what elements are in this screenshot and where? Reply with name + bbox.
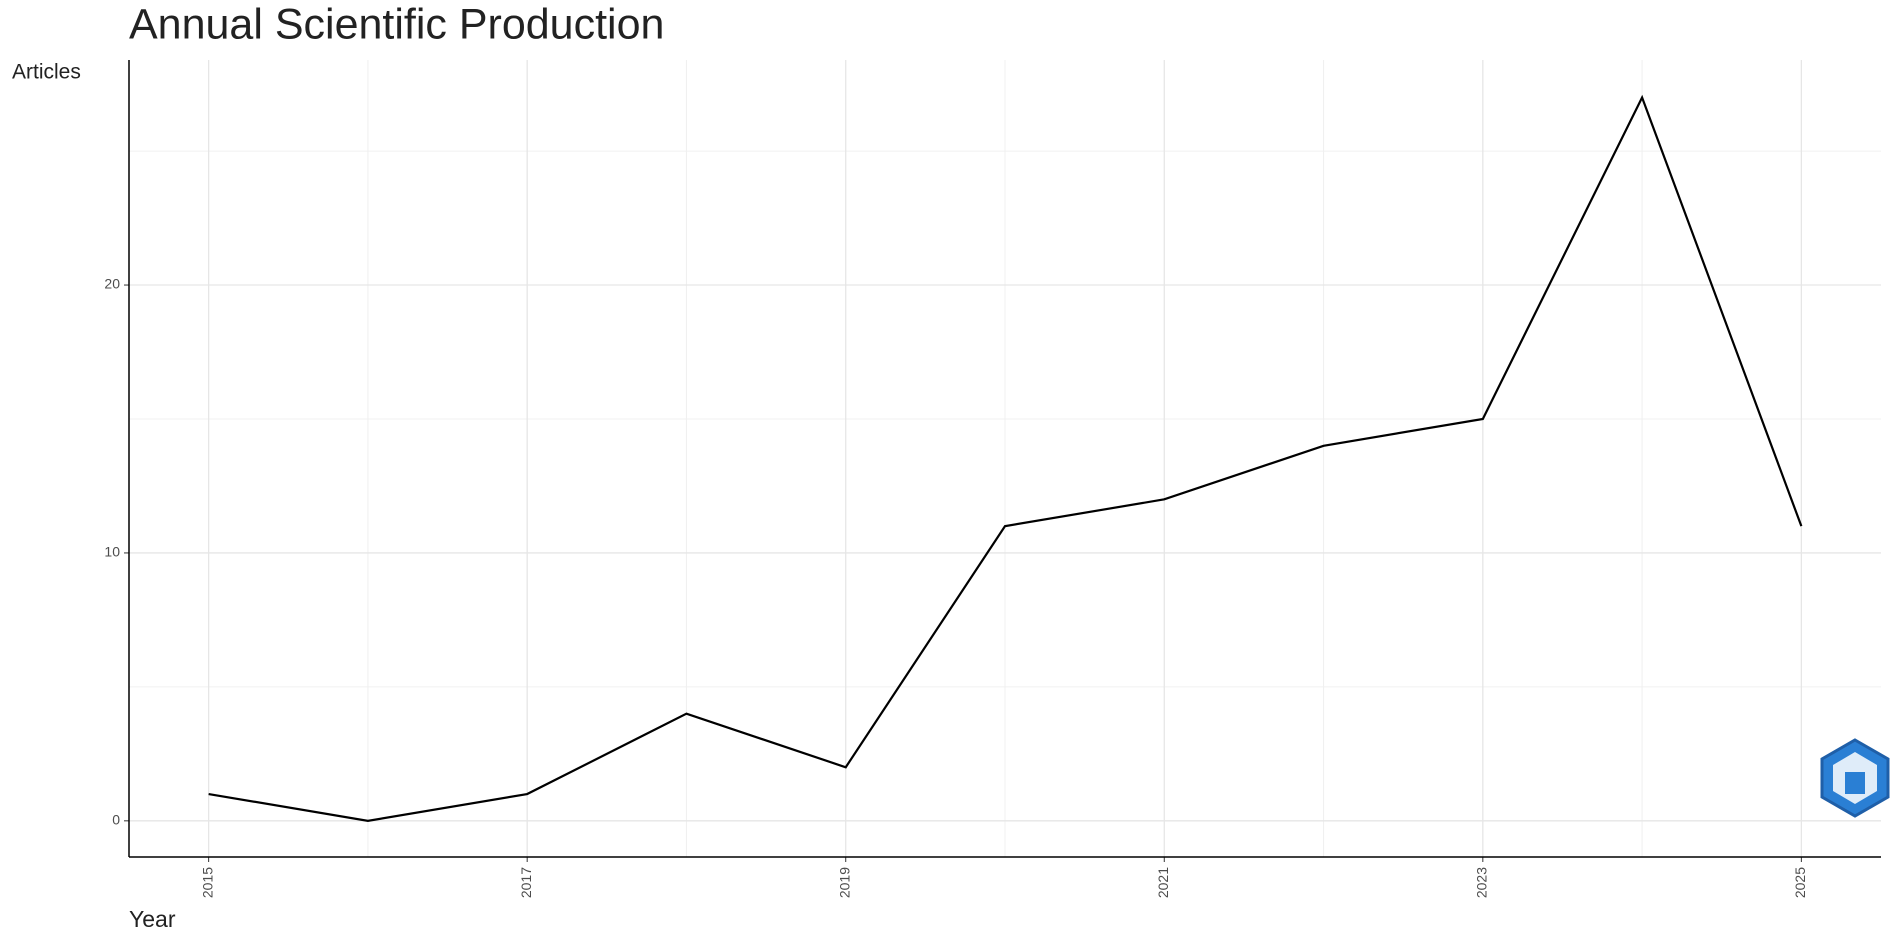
x-tick-label: 2017 — [518, 867, 534, 898]
x-tick-label: 2021 — [1155, 867, 1171, 898]
y-axis-label: Articles — [12, 61, 81, 84]
x-tick-label: 2025 — [1792, 867, 1808, 898]
y-tick-label: 20 — [104, 276, 120, 292]
chart-title: Annual Scientific Production — [129, 0, 664, 48]
y-tick-label: 0 — [112, 812, 120, 828]
x-tick-label: 2019 — [836, 867, 852, 898]
x-axis-label: Year — [129, 906, 176, 932]
y-tick-label: 10 — [104, 544, 120, 560]
x-tick-label: 2015 — [199, 867, 215, 898]
line — [208, 94, 1803, 822]
x-tick-label: 2023 — [1474, 867, 1490, 898]
logo — [1820, 738, 1890, 818]
